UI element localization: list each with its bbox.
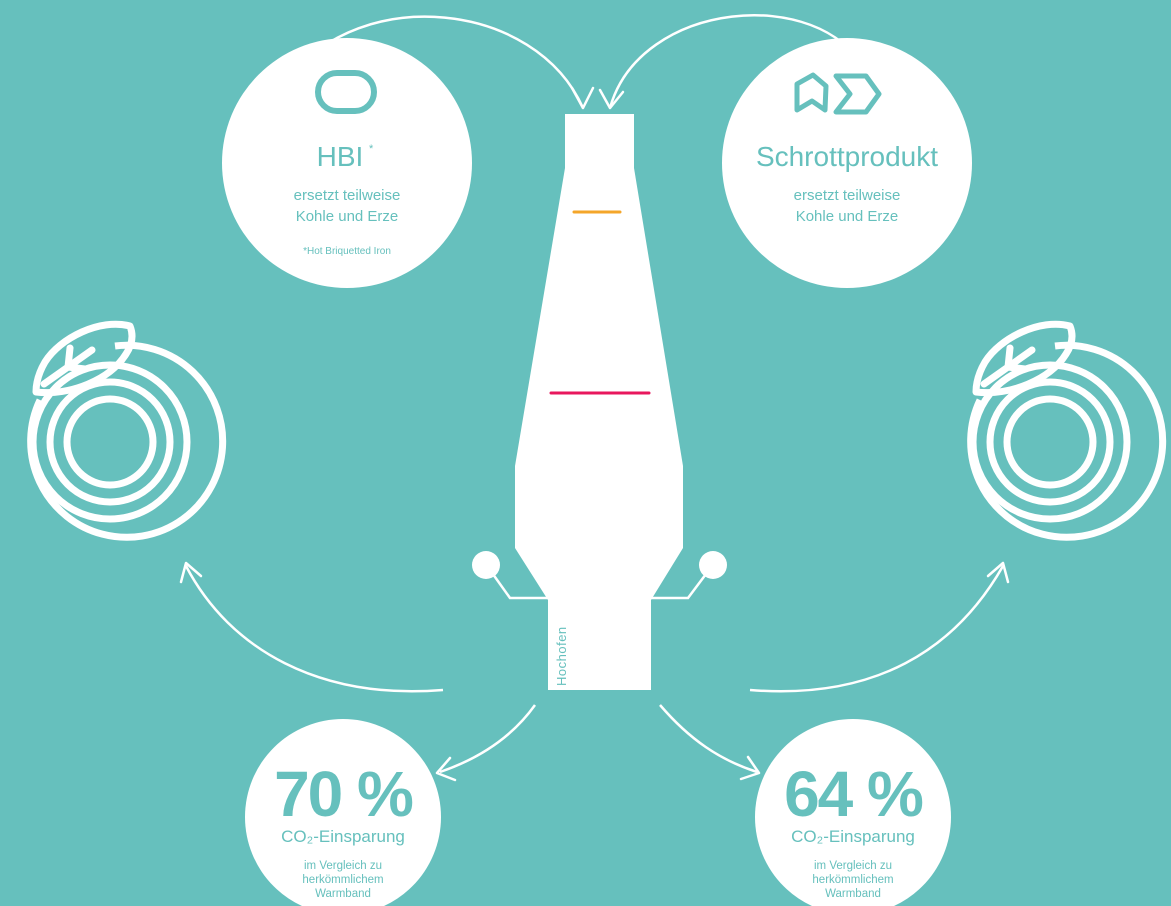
hbi-title: HBI	[317, 141, 364, 172]
leaf-coil-icon	[27, 320, 227, 541]
scrap-line1: ersetzt teilweise	[794, 187, 901, 204]
saving-line2-right: herkömmlichem	[812, 874, 893, 886]
leaf-coil-icon	[967, 320, 1167, 541]
saving-line3-left: Warmband	[315, 888, 371, 900]
saving-bubble-left: 70 % CO₂-Einsparung im Vergleich zu herk…	[245, 719, 441, 906]
scrap-bubble: Schrottprodukt ersetzt teilweise Kohle u…	[722, 38, 972, 288]
saving-percent-right: 64 %	[784, 758, 923, 830]
blast-furnace: Hochofen	[472, 114, 727, 690]
hbi-footnote-mark: *	[369, 143, 374, 155]
heat-lines	[535, 210, 664, 570]
furnace-pipe-left	[472, 551, 553, 600]
arrowhead-left-saving	[435, 756, 457, 782]
arrowhead-right-saving	[739, 755, 761, 781]
scrap-shapes-icon	[794, 72, 882, 115]
saving-line3-right: Warmband	[825, 888, 881, 900]
furnace-body	[515, 114, 683, 690]
hbi-line1: ersetzt teilweise	[294, 187, 401, 204]
arrow-return-left	[184, 565, 444, 693]
saving-line1-right: im Vergleich zu	[814, 860, 892, 872]
saving-percent-left: 70 %	[274, 758, 413, 830]
saving-bubble-right: 64 % CO₂-Einsparung im Vergleich zu herk…	[755, 719, 951, 906]
hbi-bubble: HBI * ersetzt teilweise Kohle und Erze *…	[222, 38, 472, 288]
saving-line1-left: im Vergleich zu	[304, 860, 382, 872]
arrow-return-right	[749, 565, 1005, 693]
arrow-furnace-to-right-saving	[659, 704, 758, 774]
furnace-label: Hochofen	[554, 626, 569, 686]
saving-co2-right: CO₂-Einsparung	[791, 827, 915, 846]
furnace-pipe-right	[647, 551, 727, 600]
arrowhead-return-left	[179, 561, 203, 584]
arrowhead-scrap	[598, 88, 625, 110]
scrap-line2: Kohle und Erze	[796, 208, 899, 225]
hbi-line2: Kohle und Erze	[296, 208, 399, 225]
rounded-briquette-icon	[315, 70, 377, 114]
arrowhead-return-right	[986, 561, 1010, 584]
scrap-title: Schrottprodukt	[756, 141, 938, 172]
saving-line2-left: herkömmlichem	[302, 874, 383, 886]
arrowhead-hbi	[570, 86, 595, 110]
arrow-furnace-to-left-saving	[439, 704, 537, 774]
saving-co2-left: CO₂-Einsparung	[281, 827, 405, 846]
hbi-footnote: *Hot Briquetted Iron	[303, 246, 391, 257]
